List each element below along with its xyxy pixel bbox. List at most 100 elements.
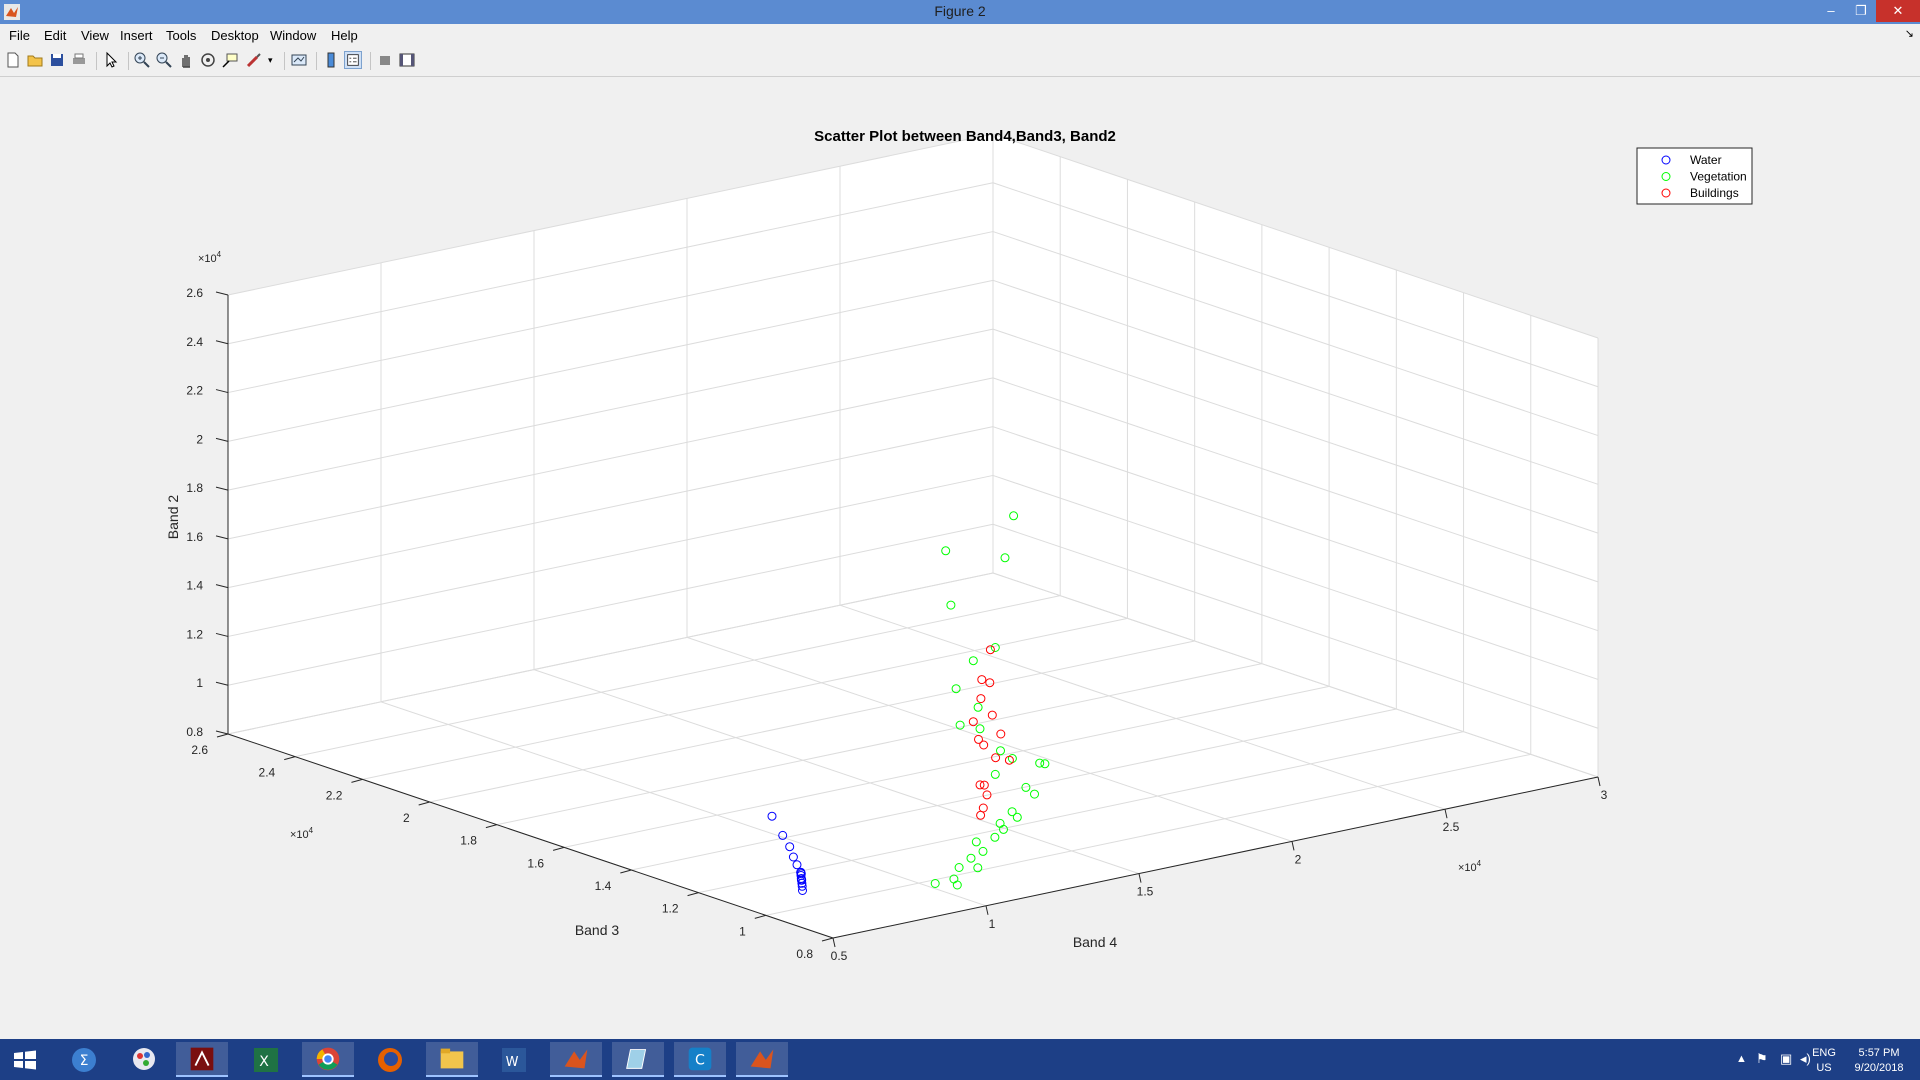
data-point-water [788, 852, 798, 862]
menu-help[interactable]: Help [331, 28, 358, 43]
print-icon[interactable] [70, 51, 88, 69]
hide-plot-tools-icon[interactable] [376, 51, 394, 69]
data-point-buildings [982, 790, 992, 800]
y-tick [216, 733, 229, 738]
save-icon[interactable] [48, 51, 66, 69]
firefox-icon[interactable] [364, 1042, 416, 1077]
grid-y-floor [295, 595, 1061, 758]
data-point-vegetation [990, 832, 1000, 842]
z-tick-label: 1.8 [186, 481, 203, 495]
chrome-icon[interactable] [302, 1042, 354, 1077]
link-plot-icon[interactable] [290, 51, 308, 69]
menu-file[interactable]: File [9, 28, 30, 43]
menu-edit[interactable]: Edit [44, 28, 67, 43]
z-tick-label: 2.6 [186, 286, 203, 300]
grid-z-side [992, 377, 1599, 583]
word-icon[interactable]: W [488, 1042, 540, 1077]
z-tick [215, 535, 229, 540]
y-tick [821, 937, 834, 942]
matlab-app-icon[interactable] [550, 1042, 602, 1077]
excel-icon[interactable]: X [240, 1042, 292, 1077]
minimize-button[interactable]: – [1827, 3, 1835, 18]
clock[interactable]: 5:57 PM 9/20/2018 [1854, 1047, 1904, 1074]
mathtype-icon[interactable]: Σ [58, 1042, 110, 1077]
grid-z-back [227, 328, 994, 491]
zoom-out-icon[interactable] [155, 51, 173, 69]
new-figure-icon[interactable] [4, 51, 22, 69]
data-point-vegetation [1030, 789, 1039, 799]
z-tick-label: 0.8 [186, 725, 203, 739]
paint-icon[interactable] [118, 1042, 170, 1077]
grid-z-side [992, 328, 1599, 534]
x-tick [832, 937, 836, 948]
menu-window[interactable]: Window [270, 28, 317, 43]
close-button[interactable]: ✕ [1876, 0, 1920, 22]
data-point-water [796, 875, 806, 885]
menu-desktop[interactable]: Desktop [211, 28, 259, 43]
y-exponent-label: ×104 [290, 826, 314, 841]
svg-text:W: W [506, 1055, 519, 1070]
y-tick-label: 1.2 [662, 902, 679, 916]
acrobat-reader-icon[interactable] [176, 1042, 228, 1077]
notepad-icon[interactable] [612, 1042, 664, 1077]
data-point-buildings [1004, 755, 1014, 765]
legend-marker-vegetation [1661, 172, 1671, 181]
grid-y-floor [765, 753, 1531, 916]
menu-view[interactable]: View [81, 28, 109, 43]
x-tick-label: 2.5 [1443, 820, 1460, 834]
language-indicator[interactable]: ENG US [1812, 1047, 1836, 1074]
show-plot-tools-icon[interactable] [398, 51, 416, 69]
file-explorer-icon[interactable] [426, 1042, 478, 1077]
edit-plot-icon[interactable] [102, 51, 120, 69]
rotate-3d-icon[interactable] [199, 51, 217, 69]
data-point-buildings [979, 780, 989, 790]
grid-z-side [992, 523, 1599, 729]
matlab-figure-taskbar-icon[interactable] [736, 1042, 788, 1077]
y-tick-label: 1.4 [595, 879, 612, 893]
grid-z-side [992, 133, 1599, 339]
x-tick-label: 1 [989, 917, 996, 931]
volume-icon[interactable]: ◂) [1800, 1051, 1811, 1066]
y-tick [754, 914, 766, 919]
data-point-vegetation [1007, 807, 1017, 817]
pan-icon[interactable] [177, 51, 195, 69]
z-tick [215, 291, 229, 296]
data-point-buildings [977, 675, 987, 685]
x-tick-label: 0.5 [831, 949, 848, 963]
start-windows-icon[interactable] [0, 1042, 50, 1077]
data-point-vegetation [973, 863, 983, 873]
data-point-water [798, 886, 807, 895]
dock-figure-icon[interactable]: ↘ [1904, 28, 1914, 40]
c-app-icon[interactable]: C [674, 1042, 726, 1077]
legend-icon[interactable] [344, 51, 362, 69]
data-point-vegetation [1035, 758, 1045, 768]
grid-z-back [227, 523, 994, 686]
legend-label-vegetation: Vegetation [1690, 170, 1747, 184]
menu-tools[interactable]: Tools [166, 28, 197, 43]
x-tick [985, 905, 989, 915]
brush-icon[interactable] [245, 51, 263, 69]
scatter-3d-chart[interactable]: 0.5 1 1.5 2 2.5 3 0.8 1 1.2 1.4 1.6 1.8 2 2.2 2.4 2.6 0.… [0, 77, 1920, 1039]
open-file-icon[interactable] [26, 51, 44, 69]
restore-button[interactable]: ❐ [1855, 3, 1867, 18]
chart-title: Scatter Plot between Band4,Band3, Band2 [814, 128, 1116, 145]
z-exponent-label: ×104 [198, 250, 222, 265]
data-point-vegetation [946, 600, 956, 610]
z-tick [215, 632, 229, 637]
brush-dropdown-icon[interactable]: ▾ [268, 55, 273, 65]
data-point-water [792, 860, 802, 870]
colorbar-icon[interactable] [322, 51, 340, 69]
svg-text:C: C [695, 1053, 705, 1069]
zoom-in-icon[interactable] [133, 51, 151, 69]
menu-insert[interactable]: Insert [120, 28, 153, 43]
tray-show-hidden-icon[interactable]: ▲ [1736, 1053, 1747, 1065]
data-point-vegetation [1009, 511, 1019, 521]
x-tick [1291, 841, 1295, 851]
data-point-vegetation [1040, 759, 1050, 769]
network-icon[interactable]: ▣ [1780, 1051, 1793, 1066]
z-tick-label: 1.4 [186, 579, 203, 593]
data-point-water [778, 830, 788, 840]
data-cursor-icon[interactable] [221, 51, 239, 69]
action-center-flag-icon[interactable]: ⚑ [1756, 1051, 1768, 1066]
data-point-vegetation [968, 656, 978, 666]
